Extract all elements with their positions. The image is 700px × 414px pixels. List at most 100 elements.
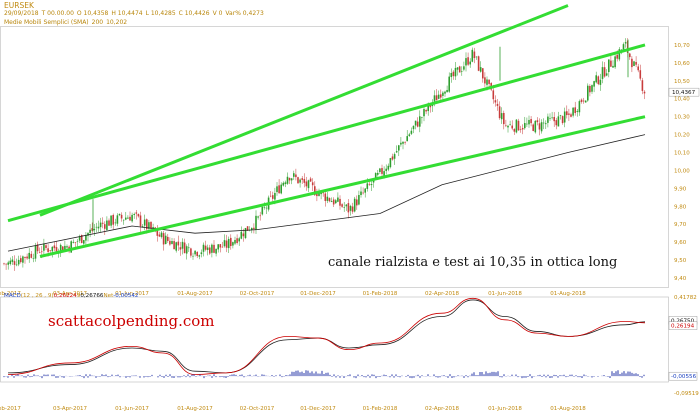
candle-body (421, 117, 423, 118)
price-axis-tick-label: 9,40 (674, 276, 687, 282)
price-axis-tick-label: 10,20 (674, 133, 690, 139)
candle-body (301, 178, 303, 180)
candle-body (122, 219, 125, 221)
candle-body (521, 127, 524, 130)
candle-body (316, 193, 318, 197)
candle-body (633, 61, 635, 67)
candle-body (555, 120, 558, 126)
candle-body (114, 222, 117, 224)
candle-body (288, 178, 291, 181)
candle-body (599, 79, 602, 85)
candle-body (244, 228, 247, 239)
candle-body (505, 125, 507, 127)
sma-value: 10,202 (106, 19, 128, 26)
candle-body (28, 252, 30, 259)
candle-body (26, 256, 28, 259)
candle-body (631, 58, 633, 68)
candle-body (629, 53, 631, 58)
candle-body (566, 111, 568, 116)
macd-legend-label9: 9 (76, 293, 81, 299)
candle-body (78, 236, 81, 241)
candle-body (246, 226, 249, 231)
candle-body (181, 241, 184, 249)
price-axis-tick-label: 10,60 (674, 61, 690, 67)
candle-body (578, 101, 581, 113)
candle-body (204, 245, 207, 250)
candle-body (303, 178, 306, 183)
candle-body (259, 215, 261, 217)
candle-body (330, 201, 333, 203)
macd-date-axis-tick-label: 01-Aug-2017 (177, 406, 213, 412)
candle-body (234, 239, 236, 244)
candle-body (272, 195, 274, 199)
candle-body (393, 154, 396, 159)
candle-body (351, 206, 354, 212)
candle-body (601, 67, 604, 79)
candle-body (282, 182, 285, 186)
candle-body (47, 248, 49, 252)
sma-200-line (7, 134, 646, 252)
candle-body (622, 44, 625, 50)
candle-body (519, 129, 522, 130)
candle-body (139, 215, 142, 227)
candle-body (236, 238, 238, 243)
candle-body (456, 67, 459, 70)
candle-body (469, 61, 471, 65)
candle-body (608, 59, 610, 73)
candle-body (425, 109, 427, 112)
candle-body (534, 120, 537, 133)
candle-body (167, 236, 169, 241)
candle-body (221, 246, 224, 248)
candle-body (295, 174, 297, 178)
candle-body (112, 214, 114, 225)
candle-body (582, 100, 585, 102)
candle-body (175, 242, 177, 251)
price-axis-tick-label: 10,00 (674, 168, 690, 174)
candle-body (83, 240, 85, 244)
ohlc-date: 29/09/2018 (4, 10, 39, 17)
candle-body (597, 76, 600, 85)
macd-date-axis-tick-label: Feb-2017 (0, 406, 21, 412)
candle-body (318, 192, 320, 196)
candle-body (589, 86, 591, 93)
candle-body (307, 180, 310, 189)
candle-body (17, 259, 20, 265)
candle-body (131, 214, 133, 222)
date-axis-tick-label: Feb-2017 (0, 291, 21, 297)
candle-body (242, 233, 245, 237)
candle-body (385, 168, 387, 171)
candle-body (347, 203, 350, 213)
candle-body (108, 220, 110, 226)
candle-body (473, 51, 476, 59)
candle-body (213, 244, 215, 253)
price-axis-tick-label: 10,30 (674, 115, 690, 121)
candle-body (568, 113, 570, 115)
candle-body (22, 256, 24, 263)
candle-body (603, 67, 606, 77)
price-axis-tick-label: 10,40 (674, 97, 690, 103)
channel-line (39, 115, 646, 258)
candle-body (641, 80, 644, 91)
candle-body (553, 116, 555, 122)
candle-body (152, 227, 154, 228)
candle-body (43, 243, 45, 251)
candle-body (574, 107, 576, 114)
chart-symbol: EURSEK (4, 1, 34, 10)
macd-value-tag-top: 0,26750 (671, 318, 695, 324)
candle-body (387, 165, 390, 170)
candle-body (219, 244, 222, 248)
price-panel: 9,40 9,50 9,60 9,70 9,80 9,90 10,00 10,10 10,20 1… (0, 4, 700, 297)
candle-body (414, 120, 417, 126)
candle-body (458, 66, 461, 73)
candle-body (173, 241, 175, 250)
candle-body (223, 240, 226, 247)
price-axis-tick-label: 10,50 (674, 79, 690, 85)
candle-body (498, 106, 501, 119)
ohlc-open: O 10,4358 (76, 10, 109, 17)
date-axis-tick-label: 01-Dec-2017 (300, 291, 336, 297)
candle-body (66, 246, 68, 248)
ohlc-var: Var% 0,4273 (225, 10, 264, 17)
candle-body (584, 100, 587, 103)
ohlc-time: T 00.00.00 (41, 10, 74, 17)
macd-date-axis-tick-label: 01-Jun-2017 (115, 406, 149, 412)
